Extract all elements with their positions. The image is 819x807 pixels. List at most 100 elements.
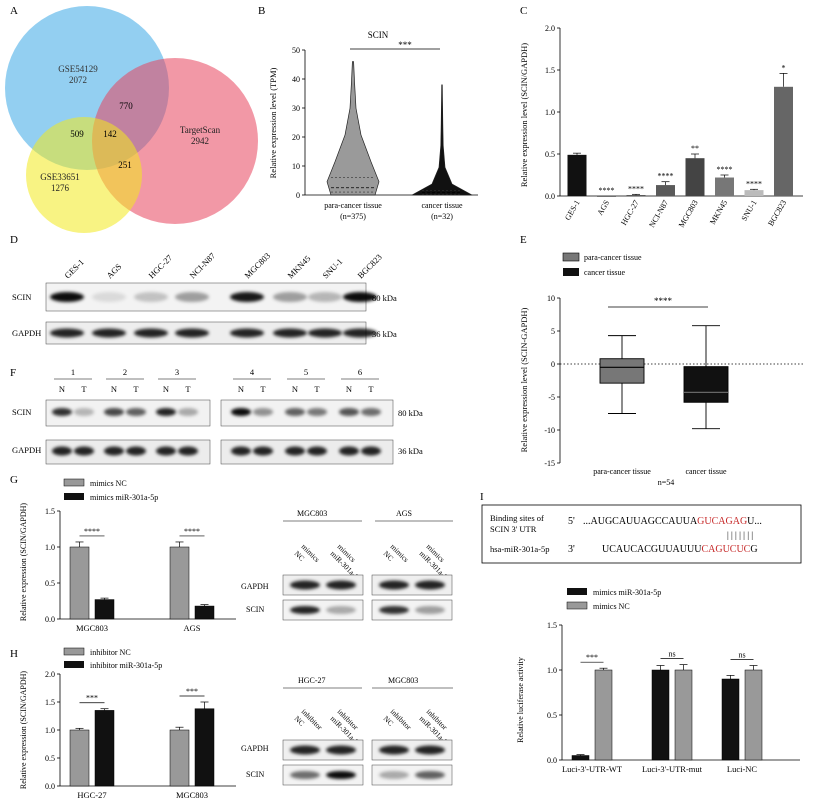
chart-i-bar (744, 669, 763, 761)
chart-h-y-tick-label: 0.5 (45, 754, 55, 763)
blot-g-band-scin (379, 606, 409, 614)
blot-g-band-scin (415, 606, 445, 614)
chart-h-bar (194, 708, 215, 787)
blot-g-band-scin (326, 606, 356, 614)
blot-g-row-label-gapdh: GAPDH (241, 582, 269, 591)
blot-f-lane-n: N (163, 384, 169, 394)
band-scin-AGS (92, 292, 126, 302)
violin-para-cancer-tissue (326, 61, 380, 196)
blot-g-band-scin (290, 606, 320, 614)
legend-e-label-1: cancer tissue (584, 268, 626, 277)
chart-i-x-label: Luci-3'-UTR-WT (562, 764, 623, 774)
band-gapdh-t (178, 446, 198, 456)
blot-f-lane-n: N (346, 384, 352, 394)
blot-d-lane-SNU-1: SNU-1 (320, 256, 344, 280)
blot-d-lane-AGS: AGS (104, 261, 123, 280)
venn-set-label-b: TargetScan (180, 125, 221, 135)
blot-g-strip-gapdh (282, 574, 364, 596)
band-scin-SNU-1 (308, 292, 342, 302)
chart-h-bar (169, 729, 190, 787)
venn-circle-gse33651 (26, 117, 142, 233)
violin-chart-scin-tpm: SCIN Relative expression level (TPM) ***… (268, 30, 478, 221)
box-plot-scin-tissue: para-cancer tissue cancer tissue Relativ… (519, 252, 803, 487)
legend-g-swatch-1 (64, 493, 84, 500)
chart-e-y-tick-label: -15 (544, 459, 555, 468)
chart-g-significance: **** (84, 527, 100, 536)
blot-d-lane-NCI-N87: NCI-N87 (187, 251, 217, 281)
chart-i-y-tick-label: 1.5 (547, 621, 557, 630)
venn-set-count-c: 1276 (51, 183, 70, 193)
band-gapdh-HGC-27 (134, 328, 168, 338)
chart-i-y-tick-label: 0.0 (547, 756, 557, 765)
chart-i-y-tick-label: 1.0 (547, 666, 557, 675)
chart-i-bar (571, 755, 590, 761)
blot-h-group-0: HGC-27 (298, 676, 326, 685)
chart-h-ylabel: Relative expression (SCIN/GAPDH) (19, 671, 28, 790)
band-scin-n (156, 408, 176, 416)
blot-g-band-gapdh (326, 580, 356, 590)
chart-e-y-tick-label: 5 (551, 327, 555, 336)
blot-f-lane-t: T (368, 384, 374, 394)
blot-g-strip-scin (282, 599, 364, 621)
chart-c-ylabel: Relative expression level (SCIN/GAPDH) (519, 43, 529, 187)
chart-b-n-1: (n=32) (431, 212, 453, 221)
blot-h-strip-scin (282, 764, 364, 786)
chart-g-y-tick-label: 1.5 (45, 507, 55, 516)
chart-b-y-tick-label: 50 (292, 46, 300, 55)
sig-SNU-1: **** (746, 179, 762, 188)
box-para-cancer-tissue (599, 358, 645, 384)
venn-set-label-c: GSE33651 (40, 172, 80, 182)
chart-i-x-label: Luci-3'-UTR-mut (642, 764, 703, 774)
chart-i-bar (674, 669, 693, 761)
blot-h-band-gapdh (379, 745, 409, 755)
blot-h-strip-gapdh (371, 739, 453, 761)
blot-f-lane-n: N (111, 384, 117, 394)
blot-f-row-label-gapdh: GAPDH (12, 445, 41, 455)
chart-b-significance: *** (398, 40, 412, 50)
blot-h-strip-gapdh (282, 739, 364, 761)
band-gapdh-n (285, 446, 305, 456)
band-scin-n (52, 408, 72, 416)
bar-HGC-27 (626, 195, 646, 196)
blot-f-lane-t: T (314, 384, 320, 394)
bar-chart-luciferase: mimics miR-301a-5p mimics NC Relative lu… (516, 588, 800, 774)
panel-letter-g: G (10, 474, 18, 486)
bar-MGC803 (685, 158, 705, 196)
chart-b-y-tick-label: 10 (292, 162, 300, 171)
legend-e-label-0: para-cancer tissue (584, 253, 642, 262)
chart-h-significance: *** (86, 694, 98, 703)
chart-g-x-label: MGC803 (76, 623, 108, 633)
blot-f-pair-2: 2 (123, 367, 127, 377)
chart-h-bar (69, 729, 90, 787)
band-gapdh-BGC823 (343, 328, 377, 338)
band-scin-t (253, 408, 273, 416)
x-label-NCI-N87: NCI-N87 (647, 199, 670, 230)
bar-BGC823 (774, 86, 793, 196)
chart-i-x-label: Luci-NC (727, 764, 758, 774)
blot-f-lane-t: T (133, 384, 139, 394)
blot-f-lane-n: N (292, 384, 298, 394)
x-label-MGC803: MGC803 (677, 199, 700, 230)
legend-h-label-0: inhibitor NC (90, 648, 131, 657)
band-gapdh-NCI-N87 (175, 328, 209, 338)
chart-g-bar (94, 599, 115, 620)
chart-c-y-tick-label: 2.0 (545, 24, 555, 33)
chart-b-xlabel-0: para-cancer tissue (324, 201, 382, 210)
blot-d-row-label-gapdh: GAPDH (12, 328, 41, 338)
legend-g-label-0: mimics NC (90, 479, 127, 488)
chart-g-y-tick-label: 0.0 (45, 615, 55, 624)
chart-g-ylabel: Relative expression (SCIN/GAPDH) (19, 503, 28, 622)
violin-cancer-tissue (411, 84, 473, 196)
chart-e-ylabel: Relative expression level (SCIN-GAPDH) (519, 307, 529, 452)
binding-label-3: hsa-miR-301a-5p (490, 544, 550, 554)
band-scin-n (231, 408, 251, 416)
venn-set-count-b: 2942 (191, 136, 209, 146)
blot-d-row-label-scin: SCIN (12, 292, 31, 302)
blot-h-row-label-gapdh: GAPDH (241, 744, 269, 753)
chart-i-bar (594, 669, 613, 761)
band-gapdh-n (156, 446, 176, 456)
venn-overlap-ab: 770 (119, 101, 133, 111)
